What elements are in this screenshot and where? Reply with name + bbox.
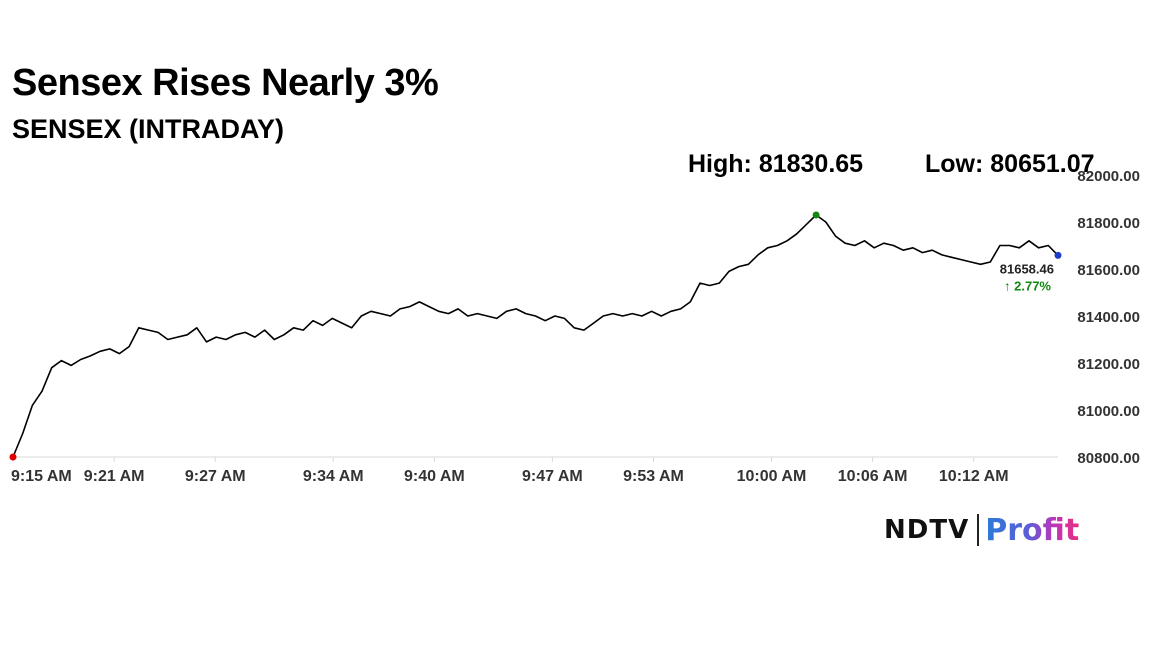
logo-profit-text: Profit [985, 512, 1080, 548]
y-tick-label: 81000.00 [1077, 403, 1140, 420]
x-tick-label: 10:00 AM [737, 468, 807, 485]
logo-divider [977, 514, 980, 546]
chart-title: Sensex Rises Nearly 3% [12, 62, 439, 104]
x-tick-label: 10:06 AM [838, 468, 908, 485]
y-tick-label: 81600.00 [1077, 262, 1140, 279]
y-tick-label: 80800.00 [1077, 450, 1140, 467]
low-value-label: Low: 80651.07 [925, 150, 1095, 178]
y-tick-label: 82000.00 [1077, 168, 1140, 185]
y-tick-label: 81400.00 [1077, 309, 1140, 326]
marker-last [1054, 251, 1062, 259]
ndtv-profit-logo: NDTV Profit [884, 510, 1079, 550]
x-tick-label: 9:47 AM [522, 468, 583, 485]
x-tick-label: 9:27 AM [185, 468, 246, 485]
high-value-label: High: 81830.65 [688, 150, 864, 178]
series-line [12, 214, 1059, 458]
logo-ndtv-text: NDTV [884, 515, 970, 545]
marker-start [9, 453, 17, 461]
x-tick-label: 9:15 AM [11, 468, 72, 485]
chart-subtitle: SENSEX (INTRADAY) [12, 114, 285, 144]
y-tick-label: 81200.00 [1077, 356, 1140, 373]
marker-high [812, 211, 820, 219]
x-tick-label: 9:34 AM [303, 468, 364, 485]
x-tick-label: 9:40 AM [404, 468, 465, 485]
change-percent-label: ↑ 2.77% [1004, 278, 1051, 293]
y-tick-label: 81800.00 [1077, 215, 1140, 232]
x-tick-label: 9:21 AM [84, 468, 145, 485]
last-value-label: 81658.46 [1000, 261, 1054, 276]
x-tick-label: 9:53 AM [623, 468, 684, 485]
x-tick-label: 10:12 AM [939, 468, 1009, 485]
